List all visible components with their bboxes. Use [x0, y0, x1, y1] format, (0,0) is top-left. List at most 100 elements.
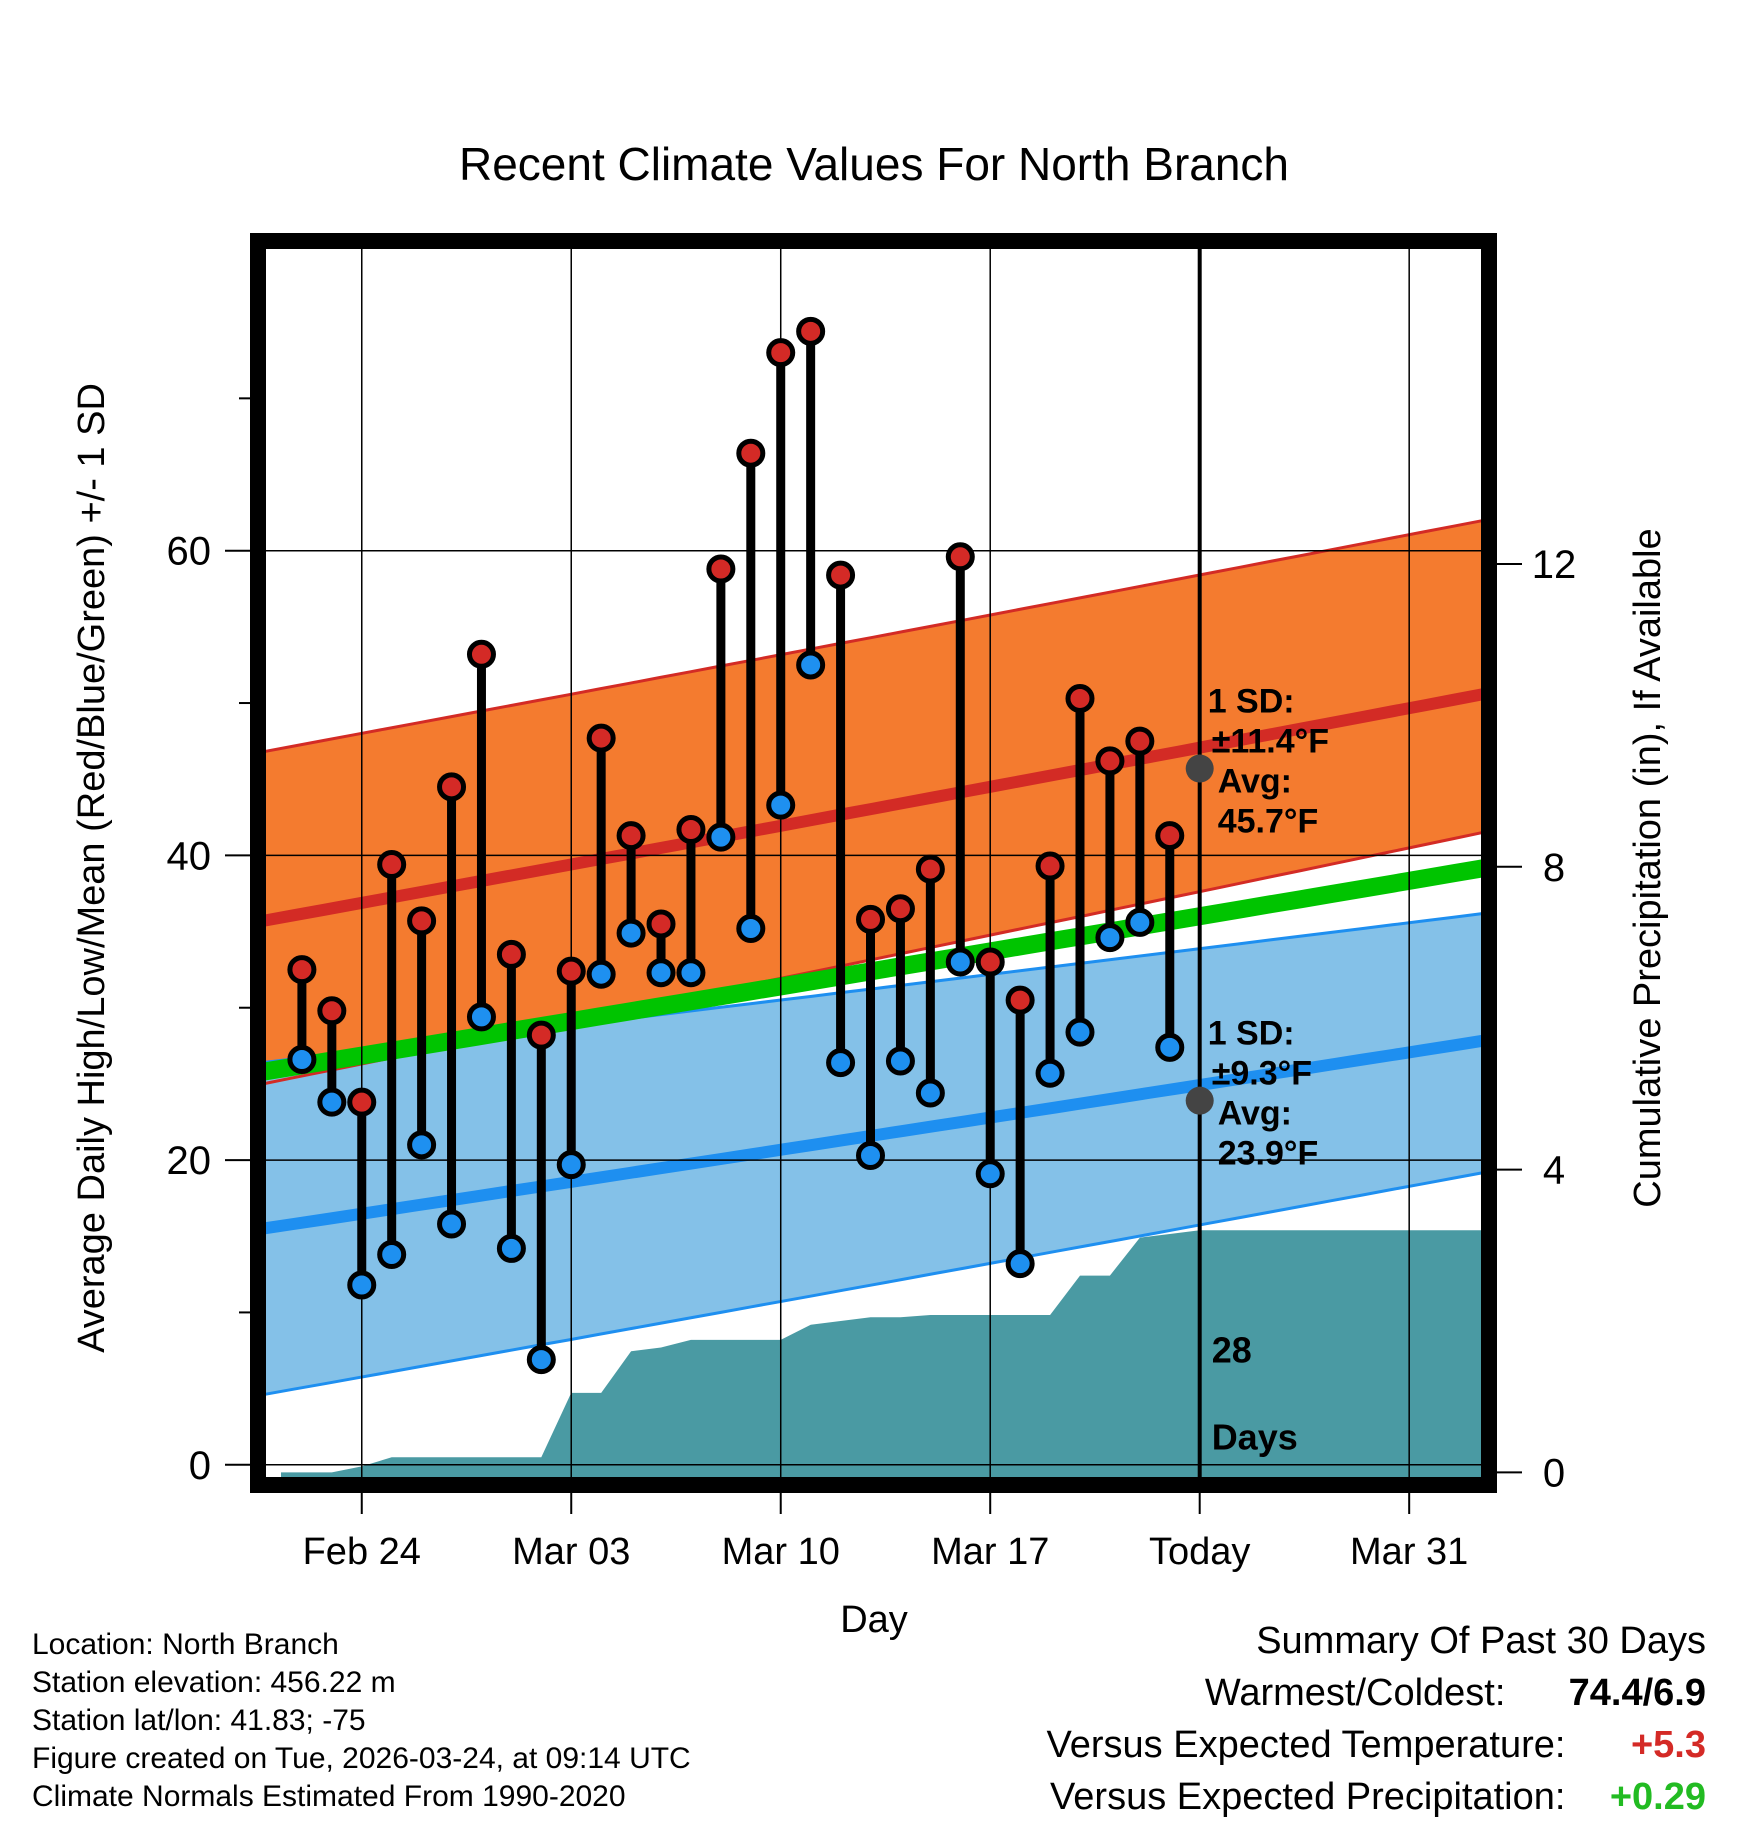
- temp-label: Versus Expected Temperature:: [1046, 1724, 1566, 1766]
- daily-high-point: [347, 1087, 377, 1117]
- daily-high-point: [736, 438, 766, 468]
- daily-high-point: [556, 956, 586, 986]
- daily-low-point: [706, 822, 736, 852]
- high-avg-marker: [1185, 754, 1214, 783]
- y2-tick-label: 8: [1543, 846, 1565, 890]
- high-avg-label: Avg:: [1218, 763, 1292, 801]
- y2-tick-label: 12: [1532, 543, 1577, 587]
- summary-precip-row: Versus Expected Precipitation: +0.29: [1050, 1776, 1706, 1819]
- daily-high-point: [826, 560, 856, 590]
- chart-title: Recent Climate Values For North Branch: [459, 138, 1289, 190]
- warmest-value: 74.4/6.9: [1568, 1672, 1706, 1714]
- high-normal-line: [261, 688, 1486, 927]
- normals-text: Climate Normals Estimated From 1990-2020: [32, 1780, 626, 1813]
- daily-low-point: [915, 1078, 945, 1108]
- daily-high-point: [646, 909, 676, 939]
- daily-low-point: [526, 1345, 556, 1375]
- y-tick-label: 40: [167, 834, 212, 878]
- y-tick-label: 20: [167, 1139, 212, 1183]
- summary-warmest-row: Warmest/Coldest: 74.4/6.9: [1205, 1672, 1706, 1715]
- daily-high-point: [437, 772, 467, 802]
- plot-frame: [250, 233, 1497, 1493]
- daily-low-point: [1155, 1032, 1185, 1062]
- y2-tick-label: 0: [1543, 1451, 1565, 1495]
- daily-high-point: [1125, 726, 1155, 756]
- high-avg-value: 45.7°F: [1218, 803, 1319, 841]
- daily-low-point: [347, 1270, 377, 1300]
- daily-low-point: [287, 1045, 317, 1075]
- high-upper-line: [262, 518, 1485, 754]
- daily-high-point: [287, 955, 317, 985]
- daily-high-point: [706, 554, 736, 584]
- daily-high-point: [616, 821, 646, 851]
- x-tick-label: Mar 10: [722, 1531, 840, 1573]
- daily-high-point: [1005, 985, 1035, 1015]
- created-text: Figure created on Tue, 2026-03-24, at 09…: [32, 1742, 691, 1775]
- daily-high-point: [796, 316, 826, 346]
- low-avg-marker: [1185, 1086, 1214, 1115]
- daily-low-point: [616, 918, 646, 948]
- daily-low-point: [945, 947, 975, 977]
- y-axis-label: Average Daily High/Low/Mean (Red/Blue/Gr…: [71, 383, 113, 1353]
- precip-days-count: 28: [1212, 1330, 1252, 1371]
- daily-high-point: [885, 894, 915, 924]
- elevation-text: Station elevation: 456.22 m: [32, 1666, 396, 1699]
- precip-value: +0.29: [1609, 1776, 1706, 1818]
- daily-high-point: [676, 814, 706, 844]
- daily-low-point: [766, 790, 796, 820]
- daily-low-point: [317, 1087, 347, 1117]
- x-tick-label: Feb 24: [303, 1531, 421, 1573]
- daily-low-point: [1035, 1058, 1065, 1088]
- daily-high-point: [586, 723, 616, 753]
- daily-high-point: [407, 906, 437, 936]
- daily-high-point: [1035, 851, 1065, 881]
- daily-low-point: [796, 650, 826, 680]
- precip-days-label: Days: [1212, 1417, 1298, 1458]
- daily-low-point: [885, 1046, 915, 1076]
- x-tick-label: Mar 17: [931, 1531, 1049, 1573]
- high-sd-value: ±11.4°F: [1212, 723, 1329, 761]
- daily-high-point: [377, 850, 407, 880]
- daily-high-point: [915, 854, 945, 884]
- x-tick-label: Today: [1149, 1531, 1250, 1573]
- daily-high-point: [1095, 746, 1125, 776]
- daily-high-point: [975, 947, 1005, 977]
- warmest-label: Warmest/Coldest:: [1204, 1672, 1506, 1714]
- daily-low-point: [377, 1240, 407, 1270]
- daily-high-point: [317, 996, 347, 1026]
- daily-low-point: [586, 959, 616, 989]
- daily-low-point: [975, 1159, 1005, 1189]
- high-sd-label: 1 SD:: [1208, 683, 1295, 721]
- low-lower-line: [262, 1171, 1485, 1397]
- daily-low-point: [646, 958, 676, 988]
- latlon-text: Station lat/lon: 41.83; -75: [32, 1704, 366, 1737]
- low-avg-value: 23.9°F: [1218, 1135, 1319, 1173]
- daily-high-point: [856, 904, 886, 934]
- daily-low-point: [1065, 1017, 1095, 1047]
- low-sd-value: ±9.3°F: [1212, 1055, 1312, 1093]
- daily-low-point: [407, 1130, 437, 1160]
- precip-label: Versus Expected Precipitation:: [1050, 1776, 1566, 1818]
- daily-high-point: [766, 338, 796, 368]
- y-tick-label: 0: [189, 1444, 211, 1488]
- high-sd-band: [263, 520, 1484, 1084]
- daily-low-point: [826, 1048, 856, 1078]
- y2-tick-label: 4: [1543, 1149, 1565, 1193]
- daily-low-point: [1125, 907, 1155, 937]
- daily-low-point: [736, 914, 766, 944]
- summary-title: Summary Of Past 30 Days: [1256, 1620, 1706, 1662]
- location-text: Location: North Branch: [32, 1628, 339, 1661]
- daily-high-point: [1065, 683, 1095, 713]
- daily-low-point: [496, 1233, 526, 1263]
- precipitation-area: [281, 1230, 1484, 1480]
- daily-high-point: [466, 639, 496, 669]
- daily-high-point: [1155, 821, 1185, 851]
- x-axis-label: Day: [840, 1599, 908, 1641]
- daily-low-point: [556, 1150, 586, 1180]
- x-tick-label: Mar 03: [512, 1531, 630, 1573]
- summary-temp-row: Versus Expected Temperature: +5.3: [1047, 1724, 1706, 1767]
- daily-high-point: [945, 542, 975, 572]
- temp-value: +5.3: [1630, 1724, 1706, 1766]
